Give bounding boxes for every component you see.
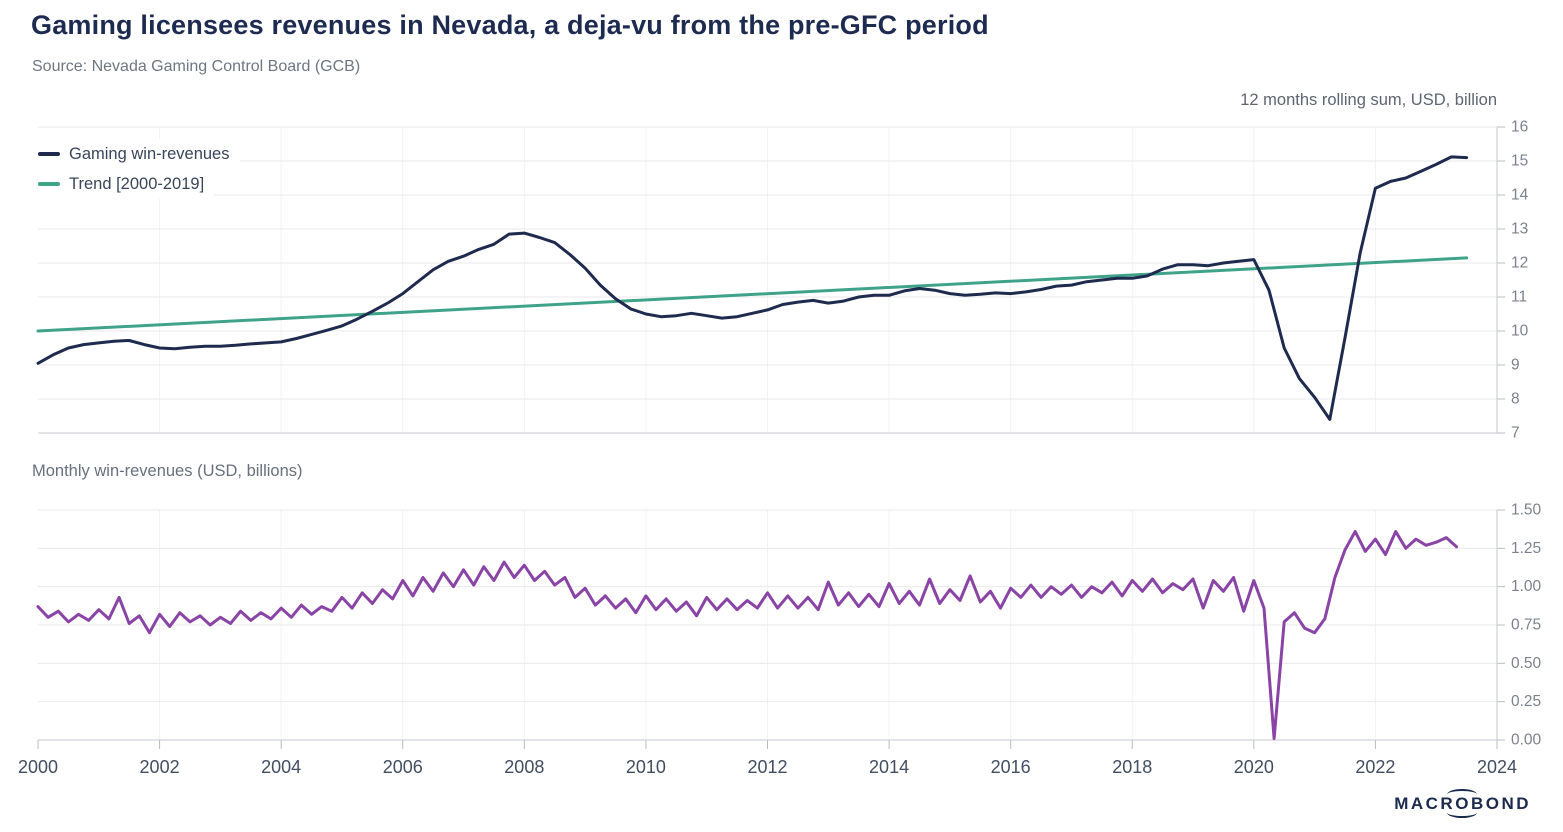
svg-text:2008: 2008 bbox=[504, 757, 544, 777]
svg-text:11: 11 bbox=[1511, 289, 1527, 306]
svg-text:2004: 2004 bbox=[261, 757, 301, 777]
trend-line bbox=[36, 256, 1469, 333]
trend-line-swatch bbox=[38, 182, 60, 186]
panel-0-grid: 16 15 14 13 12 11 10 9 8 7 bbox=[38, 119, 1529, 442]
svg-text:0.00: 0.00 bbox=[1511, 732, 1542, 749]
svg-text:0.25: 0.25 bbox=[1511, 693, 1541, 710]
legend-label-gaming: Gaming win-revenues bbox=[69, 144, 230, 163]
svg-text:2014: 2014 bbox=[869, 757, 909, 777]
svg-text:0.75: 0.75 bbox=[1511, 617, 1541, 634]
rolling-sum-axis-title: 12 months rolling sum, USD, billion bbox=[1240, 91, 1497, 109]
svg-text:1.00: 1.00 bbox=[1511, 578, 1542, 595]
svg-text:9: 9 bbox=[1511, 357, 1520, 374]
svg-text:2022: 2022 bbox=[1355, 757, 1395, 777]
svg-text:1.50: 1.50 bbox=[1511, 502, 1542, 519]
svg-text:2000: 2000 bbox=[18, 757, 58, 777]
legend-item-gaming-win-revenues: Gaming win-revenues bbox=[36, 139, 240, 169]
svg-text:1.25: 1.25 bbox=[1511, 540, 1541, 557]
svg-text:2016: 2016 bbox=[991, 757, 1031, 777]
svg-text:7: 7 bbox=[1511, 425, 1520, 442]
legend-item-trend: Trend [2000-2019] bbox=[36, 169, 215, 199]
legend: Gaming win-revenues Trend [2000-2019] bbox=[36, 139, 240, 199]
monthly-win-revenues-line bbox=[36, 530, 1458, 740]
legend-label-trend: Trend [2000-2019] bbox=[69, 174, 205, 193]
x-axis: 2000 2002 2004 2006 2008 2010 2012 2014 2016 2018… bbox=[18, 740, 1517, 777]
logo-text-pre: MACR bbox=[1394, 794, 1456, 813]
svg-text:10: 10 bbox=[1511, 323, 1529, 340]
source-note: Source: Nevada Gaming Control Board (GCB… bbox=[32, 58, 361, 75]
svg-text:13: 13 bbox=[1511, 221, 1528, 238]
logo-text-post: BOND bbox=[1470, 794, 1531, 813]
svg-text:14: 14 bbox=[1511, 187, 1529, 204]
svg-text:2010: 2010 bbox=[626, 757, 666, 777]
page-title: Gaming licensees revenues in Nevada, a d… bbox=[31, 10, 989, 40]
svg-text:0.50: 0.50 bbox=[1511, 655, 1542, 672]
logo-o-mark: O bbox=[1447, 789, 1477, 818]
gaming-line-swatch bbox=[38, 152, 60, 156]
svg-text:15: 15 bbox=[1511, 153, 1528, 170]
svg-text:16: 16 bbox=[1511, 119, 1528, 136]
svg-text:2006: 2006 bbox=[383, 757, 423, 777]
panel-1-grid: 1.50 1.25 1.00 0.75 0.50 0.25 0.00 bbox=[38, 502, 1542, 749]
gaming-win-revenues-line bbox=[36, 155, 1469, 421]
monthly-panel-title: Monthly win-revenues (USD, billions) bbox=[32, 462, 303, 480]
svg-text:8: 8 bbox=[1511, 391, 1520, 408]
svg-text:2018: 2018 bbox=[1112, 757, 1152, 777]
svg-text:2024: 2024 bbox=[1477, 757, 1517, 777]
svg-text:2012: 2012 bbox=[747, 757, 787, 777]
svg-text:12: 12 bbox=[1511, 255, 1528, 272]
svg-text:2020: 2020 bbox=[1234, 757, 1274, 777]
macrobond-logo: MACROBOND bbox=[1394, 789, 1531, 818]
svg-text:2002: 2002 bbox=[140, 757, 180, 777]
